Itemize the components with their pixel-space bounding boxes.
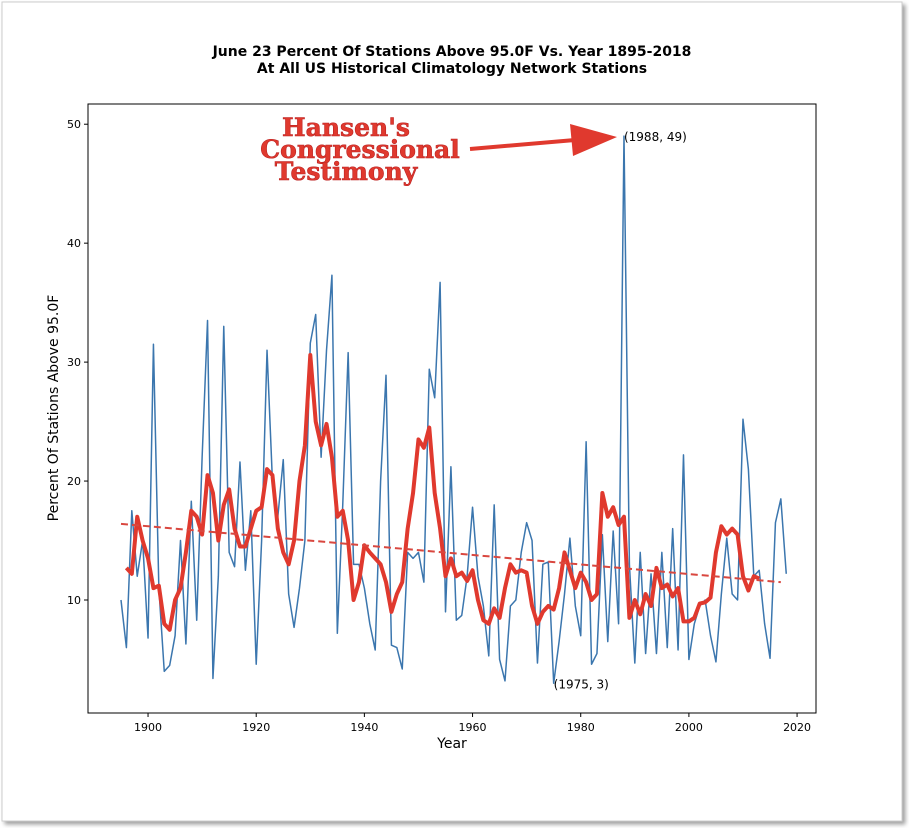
chart-title: June 23 Percent Of Stations Above 95.0F … xyxy=(212,44,692,60)
chart-subtitle: At All US Historical Climatology Network… xyxy=(257,61,647,77)
x-axis-label: Year xyxy=(436,736,467,752)
arrow-head xyxy=(570,124,617,156)
callout-arrow xyxy=(469,124,617,156)
y-tick-label: 10 xyxy=(67,594,81,607)
callout-line: Hansen's xyxy=(282,113,410,142)
y-axis-label: Percent Of Stations Above 95.0F xyxy=(46,295,62,522)
trend-line xyxy=(120,522,781,584)
plot-area xyxy=(87,103,817,714)
x-tick-label: 1940 xyxy=(350,721,378,734)
x-tick-label: 2020 xyxy=(783,721,811,734)
y-tick-label: 30 xyxy=(67,356,81,369)
x-tick-label: 1960 xyxy=(459,721,487,734)
callout: Hansen's Congressional Testimony xyxy=(260,113,460,187)
x-tick-label: 1980 xyxy=(567,721,595,734)
frame xyxy=(1,1,903,822)
arrow-shaft xyxy=(469,138,576,151)
annotation: (1988, 49) xyxy=(624,130,687,144)
callout-line: Testimony xyxy=(275,157,419,186)
y-tick-label: 40 xyxy=(67,237,81,250)
x-tick-label: 2000 xyxy=(675,721,703,734)
x-tick-label: 1900 xyxy=(134,721,162,734)
callout-line: Congressional xyxy=(260,135,460,164)
y-tick-label: 20 xyxy=(67,475,81,488)
y-tick-label: 50 xyxy=(67,118,81,131)
x-tick-label: 1920 xyxy=(242,721,270,734)
annotation: (1975, 3) xyxy=(554,677,609,691)
